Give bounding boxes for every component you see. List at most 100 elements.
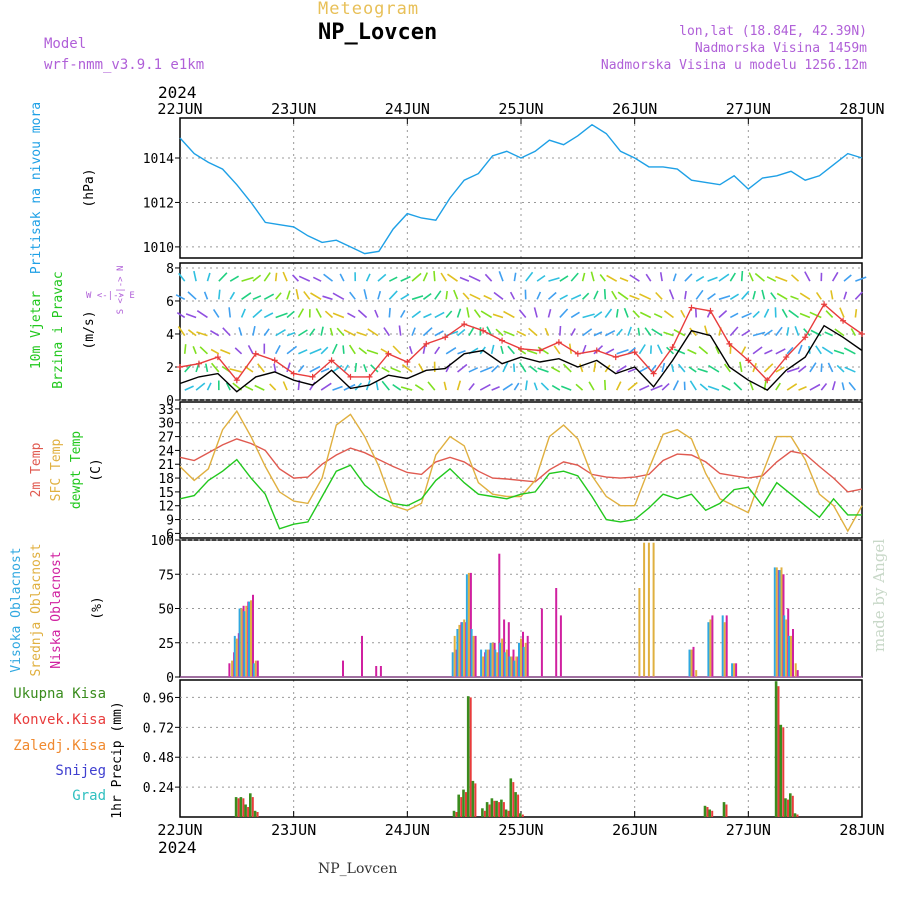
y-tick-label: 0.48 [143,751,174,766]
wind-arrow [844,366,856,373]
y-tick-label: 0.96 [143,691,174,706]
wind-gust-point [669,344,676,351]
wind-gust-point [423,340,430,347]
wind-arrow [815,345,822,355]
wind-arrow [638,344,646,355]
cloud-hi-bar [456,629,459,677]
wind-arrow [381,366,390,373]
cloud-low-bar [792,629,794,677]
cloud-mid-bar [501,638,504,677]
precip-convective-bar [517,794,520,817]
precip-total-bar [722,802,726,817]
cloud-mid-bar [733,663,736,677]
wind-arrow [655,291,663,300]
wind-arrow [456,308,462,318]
wind-arrow [252,274,262,282]
cloud-mid-bar [505,649,508,677]
wind-arrow [309,348,322,355]
y-tick-label: 9 [166,514,174,529]
cloud-high-axis-label: Visoka Oblacnost [9,547,24,672]
footer-station: NP_Lovcen [318,861,398,877]
wind-arrow [559,275,569,282]
wind-gust-point [366,373,373,380]
wind-arrow [752,331,766,337]
wind-arrow [282,381,288,391]
wind-arrow [275,312,288,319]
y-tick-label: 1012 [143,196,174,211]
wind-arrow [590,271,595,282]
wind-arrow [517,348,527,355]
wind-arrow [513,363,516,372]
wind-arrow [392,345,402,355]
wind-arrow [500,345,504,354]
precip-total-bar [234,797,238,817]
wind-arrow [365,273,371,282]
wind-gust-point [688,304,695,311]
wind-arrow [254,384,265,391]
wind-arrow [684,290,687,300]
cloud-hi-bar [233,635,236,677]
wind-arrow [377,273,387,282]
y-tick-label: 1010 [143,241,174,256]
wind-arrow [707,292,716,300]
wind-gust-point [802,334,809,341]
wind-gust-point [631,349,638,356]
wind-arrow [644,327,652,337]
wind-gust-point [518,345,524,352]
y-tick-label: 8 [166,262,174,277]
wind-arrow [688,366,697,373]
wind-arrow [491,364,499,373]
wind-arrow [575,383,584,391]
wind-arrow [298,275,311,282]
wind-arrow [803,328,811,337]
wind-arrow [680,309,686,318]
precip-convective-bar [782,727,785,817]
wind-arrow [786,383,798,391]
wind-arrow [310,292,322,301]
wind-arrow [453,289,459,300]
wind-arrow [516,330,527,337]
wind-arrow [639,384,650,391]
cloud-low-bar [342,660,344,677]
wind-arrow [848,381,856,391]
wind-arrow [247,345,254,355]
wind-arrow [374,309,379,318]
wind-arrow [222,327,231,337]
precip-convective-bar [469,697,472,817]
cloud-low-bar [540,608,543,677]
wind-arrow [332,385,343,391]
wind-arrow [670,364,675,373]
wind-gust-point [442,334,449,341]
wind-arrow [659,272,663,282]
cloud-low-axis-label: Niska Oblacnost [49,551,64,668]
wind-gust-point [536,347,543,354]
precip-convective-bar [455,812,458,817]
cloud-hi-bar [783,615,786,677]
x-tick-label-top: 23JUN [271,100,316,118]
wind-arrow [651,328,663,337]
wind-arrow [639,311,652,319]
wind-arrow [739,361,743,373]
wind-arrow [434,330,444,337]
wind-arrow [388,290,398,300]
wind-gust-point [821,301,828,308]
wind-arrow [343,329,356,337]
cloud-mid-bar [524,642,527,678]
wind-arrow [548,277,560,282]
wind-arrow [704,325,709,336]
wind-arrow [398,325,402,336]
wind-arrow [427,381,436,391]
wind-arrow [199,346,209,355]
cloud-mid-bar [231,660,234,677]
wind-arrow [297,329,308,337]
wind-arrow [370,364,379,373]
wind-arrow [363,364,368,373]
precip-convective-bar [247,807,250,817]
cloud-mid-bar [652,542,655,677]
precip-total-bar [708,809,711,817]
wind-arrow [650,384,663,391]
wind-arrow [502,383,513,391]
wind-arrow [434,346,441,355]
wind-arrow [604,348,615,355]
wind-arrow [825,310,834,319]
